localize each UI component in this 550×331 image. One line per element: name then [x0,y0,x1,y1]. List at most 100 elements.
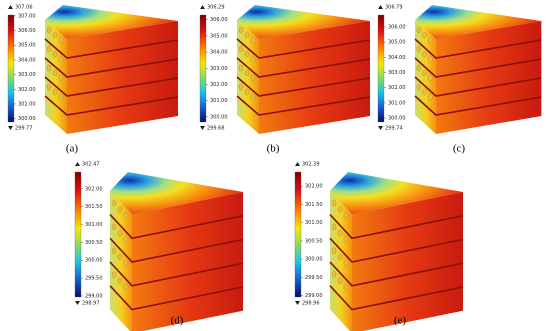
channel-hole [46,64,52,72]
max-marker [200,5,205,9]
colorbar-tick-label: 301.00 [18,101,36,107]
panel: 302.39 298.96 302.00 301.50 301.00 300.50 300.… [294,162,464,331]
colorbar-tick-label: 307.00 [18,13,36,19]
colorbar-tick-label: 305.00 [18,43,36,49]
colorbar-tick-label: 300.50 [85,240,103,246]
channel-hole [250,93,256,101]
channel-hole [46,26,52,34]
block-right-face [67,21,178,134]
channel-hole [416,83,421,91]
colorbar-tick-label: 299.00 [305,293,323,299]
block-right-face [352,192,463,331]
block-right-face [435,21,542,134]
channel-hole [46,83,52,91]
colorbar-tick-label: 306.00 [388,24,406,30]
max-marker [8,5,13,9]
caption: (b) [267,143,280,155]
channel-hole [428,74,433,82]
channel-hole [343,212,349,219]
channel-hole [250,74,256,82]
caption: (a) [66,143,79,155]
colorbar-tick-label: 303.00 [210,66,228,72]
min-label: 299.77 [15,126,33,132]
channel-hole [343,236,349,243]
colorbar-tick-label: 302.00 [305,184,323,190]
channel-hole [422,88,427,96]
colorbar-tick-label: 306.00 [18,28,36,34]
max-label: 302.47 [82,162,100,168]
block-top-face [237,5,370,39]
channel-hole [331,223,337,231]
channel-hole [111,271,117,278]
channel-hole [416,45,421,53]
slab-gap [414,76,542,97]
channel-hole [111,247,117,254]
channel-hole [123,212,129,219]
min-label: 299.74 [385,126,403,132]
colorbar-tick-label: 301.00 [388,100,406,106]
min-marker [8,126,13,130]
min-label: 298.96 [302,301,320,307]
channel-hole [52,50,58,58]
slab-gap [236,76,371,97]
channel-hole [422,69,427,77]
colorbar-tick-label: 305.00 [210,33,228,39]
min-marker [75,301,80,305]
channel-hole [337,230,343,237]
caption: (e) [394,315,407,327]
panel: 307.06 299.77 307.00 306.00 305.00 304.00 303.… [7,5,179,155]
channel-hole [58,74,64,82]
min-marker [295,301,300,305]
colorbar-tick-label: 303.00 [18,72,36,78]
channel-hole [117,206,123,213]
channel-hole [52,31,58,39]
slab-gap [109,285,244,311]
caption: (d) [171,315,184,327]
min-label: 298.97 [82,301,100,307]
slab-gap [329,285,464,311]
channel-hole [238,45,244,53]
colorbar [7,14,15,123]
channel-hole [58,55,64,63]
colorbar-tick-label: 300.00 [18,116,36,122]
colorbar-tick-label: 302.00 [85,186,103,192]
channel-hole [244,50,250,58]
colorbar-tick-label: 300.00 [85,258,103,264]
panel: 306.79 299.74 306.00 305.00 304.00 303.00 302.… [377,5,542,155]
channel-hole [250,55,256,63]
colorbar-tick-label: 300.50 [305,238,323,244]
channel-hole [123,283,129,291]
max-label: 306.29 [207,5,225,11]
colorbar-tick-label: 301.50 [85,204,103,210]
colorbar-tick-label: 305.00 [388,40,406,46]
slab-gap [236,95,371,116]
channel-hole [238,64,244,72]
max-marker [75,162,80,166]
max-marker [295,162,300,166]
channel-hole [117,230,123,237]
channel-hole [117,277,123,284]
channel-hole [422,50,427,58]
slab-gap [44,76,179,97]
colorbar-tick-label: 301.50 [305,202,323,208]
channel-hole [238,26,244,34]
colorbar-tick-label: 304.00 [388,55,406,61]
colorbar-tick-label: 302.00 [210,82,228,88]
channel-hole [331,200,337,207]
channel-hole [111,223,117,231]
colorbar-tick-label: 301.00 [85,222,103,228]
max-label: 307.06 [15,5,33,11]
channel-hole [117,253,123,261]
block-top-face [330,172,463,215]
max-label: 302.39 [302,162,320,168]
panel: 302.47 298.97 302.00 301.50 301.00 300.50 300.… [74,162,244,331]
channel-hole [337,206,343,213]
channel-hole [111,200,117,207]
slab-gap [109,213,244,240]
channel-hole [343,283,349,291]
slab-gap [236,57,371,78]
channel-hole [58,36,64,44]
slab-gap [109,261,244,287]
colorbar-tick-label: 301.00 [210,98,228,104]
